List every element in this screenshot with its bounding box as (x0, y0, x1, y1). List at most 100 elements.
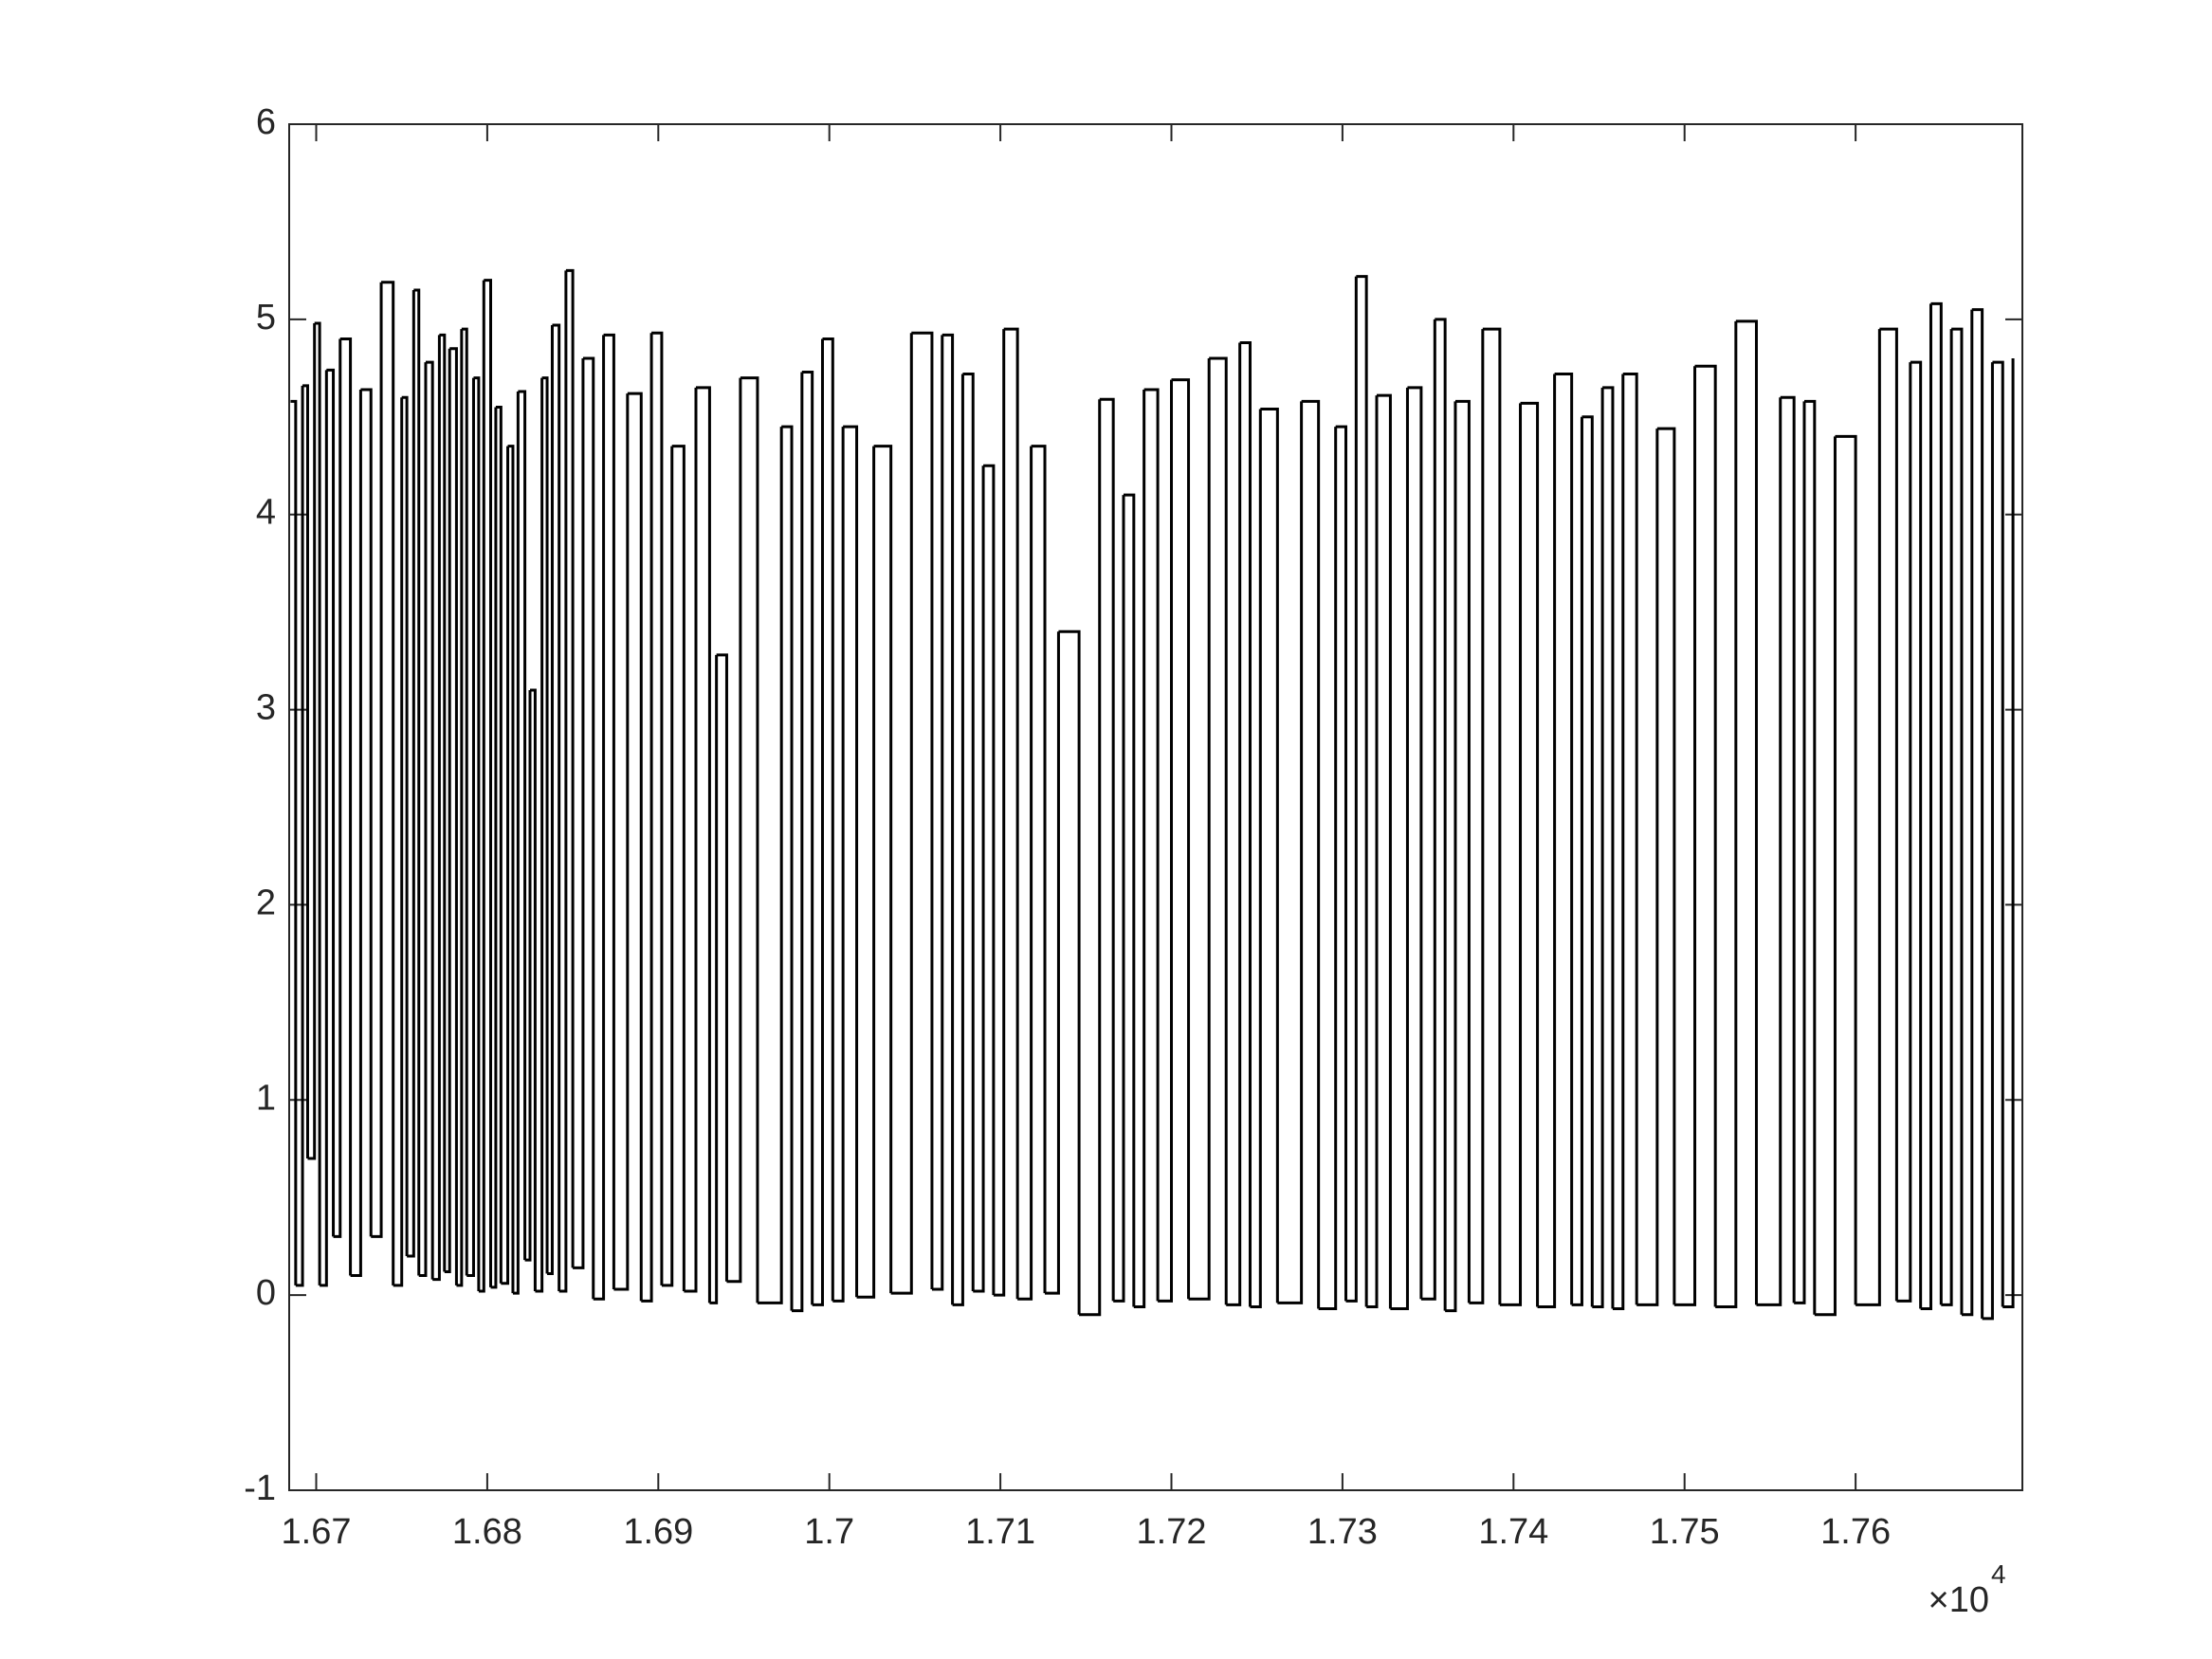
stair-step (1694, 364, 1717, 1307)
x-tick-label: 1.67 (282, 1512, 352, 1552)
stair-step (407, 289, 415, 1258)
stair-step (1780, 395, 1796, 1304)
y-tick-label: 4 (256, 493, 276, 533)
stair-step (1133, 389, 1146, 1308)
stair-step (1656, 427, 1676, 1305)
stair-step (530, 688, 537, 1292)
stair-step (541, 376, 549, 1274)
stair-step (1454, 399, 1471, 1304)
stair-step (641, 333, 653, 1303)
stair-step (1835, 434, 1857, 1305)
axes-box (288, 123, 2023, 1491)
stair-step (726, 377, 742, 1284)
stair-step (393, 397, 404, 1287)
stair-step (1537, 374, 1557, 1308)
stair-step (360, 388, 373, 1237)
x-tick-label: 1.7 (804, 1512, 854, 1552)
stair-step (1612, 374, 1625, 1311)
stair-step (1856, 329, 1881, 1306)
stair-step (661, 446, 674, 1287)
stair-step (558, 270, 568, 1293)
stair-step (1356, 275, 1368, 1307)
stair-step (484, 279, 493, 1287)
stair-step (1277, 401, 1304, 1304)
stair-step (1260, 408, 1279, 1304)
y-tick-label: 6 (256, 102, 276, 142)
stair-step (350, 389, 362, 1278)
stair-step (1941, 329, 1953, 1306)
stair-step (1407, 386, 1423, 1300)
stair-step (792, 372, 804, 1313)
y-tick-label: 0 (256, 1273, 276, 1313)
stair-step (512, 392, 520, 1295)
stair-step (822, 337, 834, 1302)
stair-step (1113, 495, 1125, 1303)
stair-step (684, 387, 698, 1293)
stair-step (1366, 395, 1379, 1308)
stair-step (1226, 342, 1242, 1306)
stair-step (1188, 358, 1211, 1301)
stair-step (832, 427, 845, 1303)
stair-step (565, 268, 575, 1268)
stair-step (843, 425, 859, 1298)
stair-step (671, 445, 686, 1292)
stair-step (495, 405, 503, 1284)
stair-step (1017, 446, 1033, 1301)
stair-step (466, 377, 475, 1278)
stair-step (418, 362, 428, 1278)
stair-step (1099, 397, 1115, 1302)
stair-step (1982, 362, 1994, 1321)
stair-step (1803, 399, 1817, 1315)
stair-step (709, 654, 719, 1304)
stair-step (1930, 301, 1943, 1305)
stair-step (603, 333, 615, 1289)
y-tick-label: 1 (256, 1078, 276, 1118)
stair-step (478, 280, 485, 1293)
stair-step (413, 288, 421, 1276)
stair-step (740, 376, 759, 1304)
stair-step (490, 407, 498, 1289)
stair-step (613, 393, 630, 1291)
stair-step (1445, 401, 1457, 1313)
stair-step (552, 323, 561, 1292)
stair-step (1794, 401, 1806, 1304)
stair-step (1318, 427, 1338, 1311)
y-tick-label: -1 (244, 1468, 276, 1508)
stair-step (1735, 319, 1758, 1305)
stair-step (1896, 362, 1912, 1303)
stair-step (1520, 401, 1540, 1307)
x-exponent-power: 4 (1991, 1559, 2006, 1589)
stair-step (401, 395, 409, 1256)
stair-step (1879, 327, 1898, 1302)
stair-step (757, 427, 783, 1304)
stair-step (1581, 415, 1594, 1307)
stair-step (1123, 493, 1136, 1307)
stair-step (627, 392, 643, 1302)
stair-step (716, 653, 728, 1282)
stair-step (326, 368, 336, 1237)
stair-step (1376, 393, 1392, 1309)
stair-step (507, 445, 515, 1294)
stair-step (856, 446, 876, 1299)
stair-step (535, 377, 544, 1293)
stair-step (449, 347, 458, 1285)
stair-step (432, 335, 441, 1282)
x-tick-label: 1.69 (623, 1512, 693, 1552)
stair-step (547, 325, 554, 1275)
stair-step (444, 348, 451, 1273)
stair-step (1079, 399, 1102, 1317)
stair-step (573, 358, 585, 1269)
stair-step (651, 331, 664, 1285)
stair-step (1592, 387, 1604, 1308)
stair-step (1045, 631, 1060, 1295)
stair-step (1499, 403, 1523, 1306)
stair-step (1335, 425, 1348, 1302)
stair-step (1910, 360, 1923, 1309)
stair-step (781, 425, 794, 1311)
x-tick-label: 1.73 (1307, 1512, 1378, 1552)
y-tick-label: 5 (256, 298, 276, 337)
stair-step (1571, 416, 1583, 1306)
x-exponent-base: ×10 (1929, 1580, 1989, 1620)
stair-step (1636, 428, 1659, 1306)
